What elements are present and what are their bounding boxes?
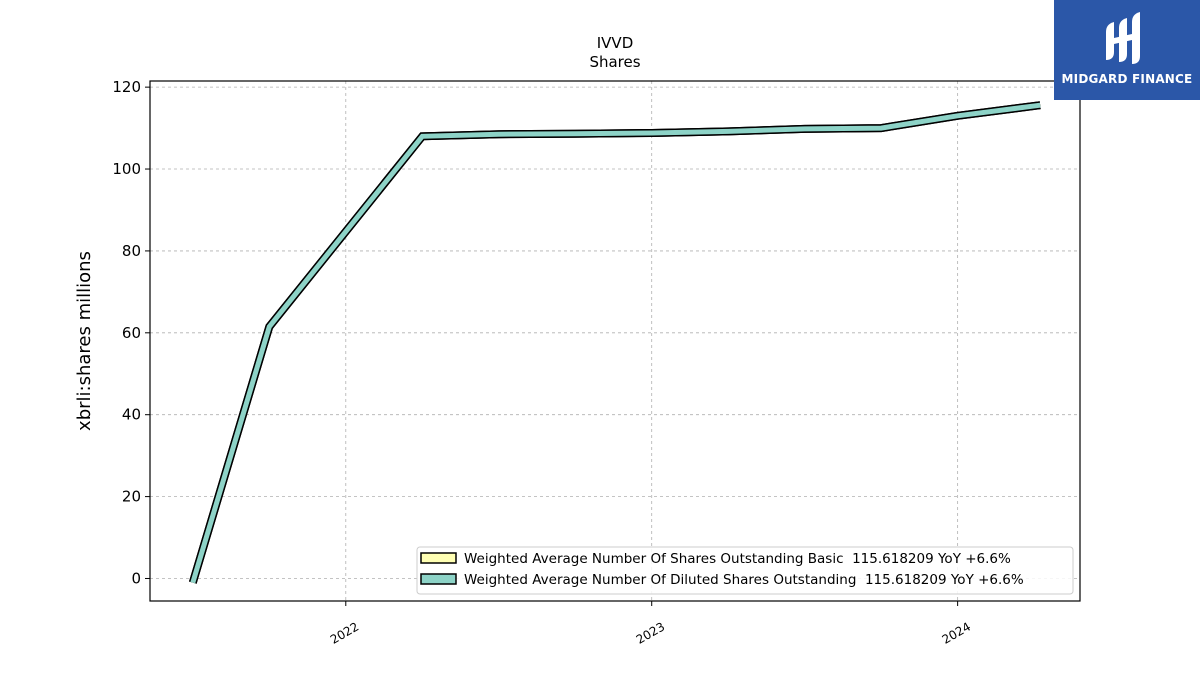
legend-box bbox=[416, 546, 1074, 595]
series-layer bbox=[188, 101, 1041, 584]
legend: Weighted Average Number Of Shares Outsta… bbox=[416, 546, 1074, 595]
series-line-0 bbox=[190, 102, 1041, 584]
series-line-outline-0 bbox=[188, 101, 1041, 584]
grid bbox=[150, 81, 1080, 601]
legend-label-0: Weighted Average Number Of Shares Outsta… bbox=[464, 551, 1011, 567]
y-tick-label: 80 bbox=[122, 242, 141, 260]
y-tick-label: 40 bbox=[122, 406, 141, 424]
y-tick-label: 120 bbox=[112, 78, 141, 96]
y-tick-label: 20 bbox=[122, 488, 141, 506]
legend-label-1: Weighted Average Number Of Diluted Share… bbox=[464, 572, 1024, 588]
legend-swatch-1 bbox=[420, 573, 457, 585]
y-tick-label: 60 bbox=[122, 324, 141, 342]
legend-swatch-0 bbox=[420, 552, 457, 564]
logo-text: MIDGARD FINANCE bbox=[1061, 72, 1193, 86]
midgard-finance-logo: MIDGARD FINANCE bbox=[1054, 0, 1200, 100]
series-line-outline-1 bbox=[188, 101, 1041, 584]
y-tick-label: 0 bbox=[131, 569, 141, 587]
y-axis-label: xbrli:shares millions bbox=[74, 251, 95, 431]
chart-subtitle: Shares bbox=[589, 53, 640, 71]
chart-title: IVVD bbox=[597, 34, 634, 52]
plot-frame bbox=[149, 80, 1081, 602]
series-line-1 bbox=[190, 102, 1041, 584]
midgard-logo-icon bbox=[1106, 12, 1140, 64]
x-tick-label: 2023 bbox=[634, 619, 667, 646]
y-tick-label: 100 bbox=[112, 160, 141, 178]
x-tick-label: 2024 bbox=[940, 619, 973, 646]
x-tick-label: 2022 bbox=[328, 619, 361, 646]
